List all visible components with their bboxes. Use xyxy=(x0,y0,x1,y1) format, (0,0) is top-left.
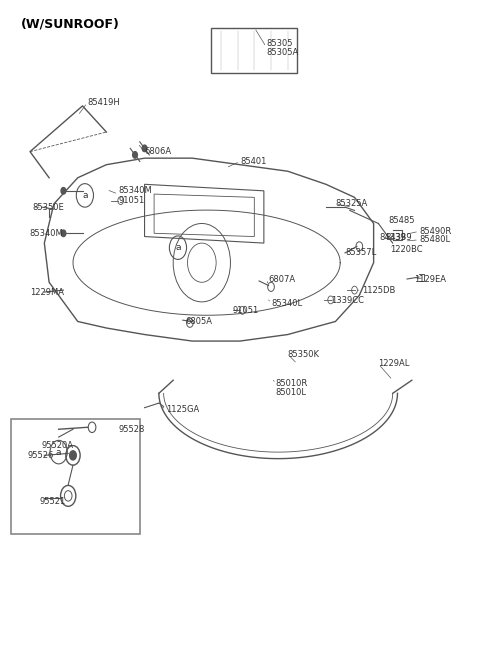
Text: 95526: 95526 xyxy=(28,451,54,460)
Text: 1125DB: 1125DB xyxy=(362,285,395,295)
Text: 1339CC: 1339CC xyxy=(331,296,364,305)
Text: 85340L: 85340L xyxy=(271,298,302,308)
Text: 95521: 95521 xyxy=(39,497,66,506)
Text: 95520A: 95520A xyxy=(42,441,74,450)
Circle shape xyxy=(70,451,76,460)
Text: 1229MA: 1229MA xyxy=(30,287,64,297)
Text: 85357L: 85357L xyxy=(345,249,376,257)
Text: 85419H: 85419H xyxy=(87,98,120,107)
Text: a: a xyxy=(56,447,61,457)
Text: 85401: 85401 xyxy=(240,157,266,166)
Circle shape xyxy=(142,145,147,152)
Text: a: a xyxy=(175,243,180,252)
Text: 84339: 84339 xyxy=(385,234,412,242)
Text: 91051: 91051 xyxy=(118,196,144,205)
Text: 85485: 85485 xyxy=(388,216,414,225)
Circle shape xyxy=(132,152,137,158)
Text: 85350E: 85350E xyxy=(33,203,64,212)
Text: 85350K: 85350K xyxy=(288,350,320,359)
Text: 85010L: 85010L xyxy=(276,388,307,396)
Text: 85305: 85305 xyxy=(266,39,293,49)
Text: 85305A: 85305A xyxy=(266,48,299,57)
Text: 6807A: 6807A xyxy=(269,274,296,283)
Text: (W/SUNROOF): (W/SUNROOF) xyxy=(21,18,120,31)
Text: 91051: 91051 xyxy=(233,306,259,315)
Text: 95528: 95528 xyxy=(118,424,144,434)
Text: 1129EA: 1129EA xyxy=(414,274,446,283)
Text: 1125GA: 1125GA xyxy=(166,405,199,414)
Text: 85325A: 85325A xyxy=(336,199,368,209)
Text: 1229AL: 1229AL xyxy=(378,359,410,369)
Bar xyxy=(11,419,140,534)
Text: 85340M: 85340M xyxy=(118,186,152,195)
Text: 85480L: 85480L xyxy=(419,236,450,244)
Text: 84339: 84339 xyxy=(379,234,406,242)
Text: 85490R: 85490R xyxy=(419,227,451,236)
Text: a: a xyxy=(82,191,88,200)
Text: 6805A: 6805A xyxy=(185,317,212,326)
Text: 85010R: 85010R xyxy=(276,379,308,388)
Text: 1220BC: 1220BC xyxy=(390,245,423,254)
Text: 85340M: 85340M xyxy=(29,229,63,237)
Circle shape xyxy=(61,230,66,237)
Text: 6806A: 6806A xyxy=(144,147,172,156)
Circle shape xyxy=(61,188,66,194)
